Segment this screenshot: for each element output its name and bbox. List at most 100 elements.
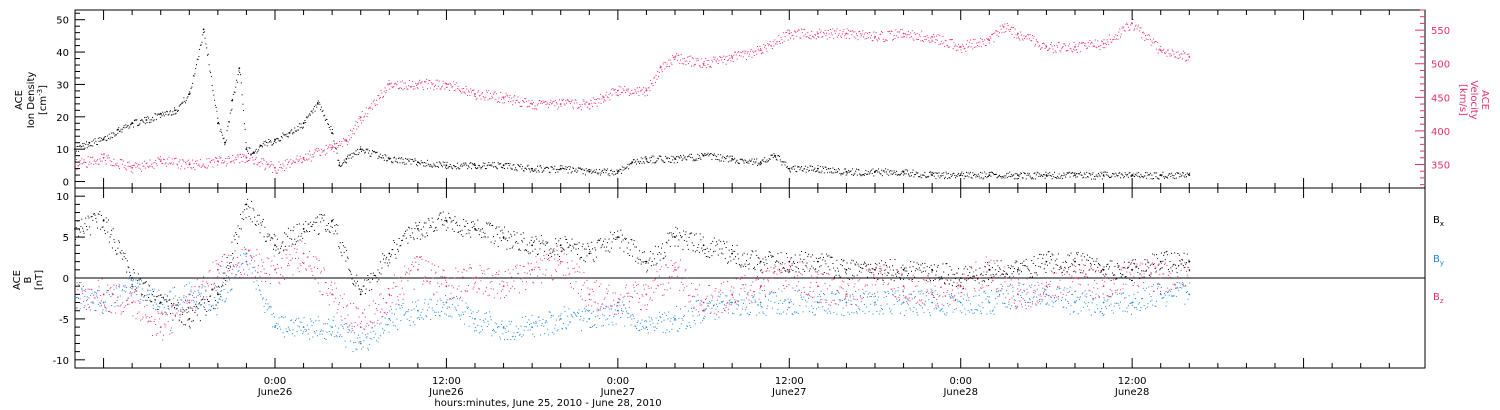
velocity-point xyxy=(968,45,970,47)
by-point xyxy=(1031,284,1033,286)
bz-point xyxy=(283,249,285,251)
by-point xyxy=(284,316,286,318)
by-point xyxy=(300,329,302,331)
by-point xyxy=(1021,297,1022,298)
density-point xyxy=(771,154,773,156)
by-point xyxy=(606,305,608,307)
velocity-point xyxy=(76,169,78,171)
by-point xyxy=(148,293,150,295)
density-point xyxy=(1105,174,1107,176)
density-point xyxy=(688,155,690,157)
density-point xyxy=(967,172,969,174)
bz-point xyxy=(342,307,344,309)
density-point xyxy=(841,173,843,175)
velocity-point xyxy=(808,37,810,39)
by-point xyxy=(262,297,264,299)
by-point xyxy=(281,316,283,318)
bz-point xyxy=(309,251,311,252)
bz-point xyxy=(94,297,96,299)
bz-point xyxy=(254,276,256,278)
velocity-point xyxy=(456,82,458,84)
by-point xyxy=(753,296,755,298)
by-point xyxy=(441,311,443,312)
by-point-anchor xyxy=(759,301,762,304)
by-point xyxy=(628,313,630,315)
by-point xyxy=(270,306,272,308)
density-point xyxy=(122,128,124,130)
velocity-point xyxy=(122,160,124,162)
density-point xyxy=(837,171,839,173)
bz-point xyxy=(88,297,90,299)
velocity-point xyxy=(213,159,215,161)
velocity-point xyxy=(1137,26,1139,28)
bz-point xyxy=(331,289,333,291)
velocity-point xyxy=(287,161,289,163)
velocity-point xyxy=(634,88,636,90)
bz-point xyxy=(158,312,160,314)
density-point xyxy=(109,138,111,140)
velocity-point xyxy=(278,161,280,163)
density-point xyxy=(306,116,307,118)
by-point xyxy=(1054,301,1056,303)
density-point xyxy=(1123,176,1125,178)
velocity-point xyxy=(715,59,717,61)
velocity-point xyxy=(515,102,516,104)
velocity-point xyxy=(1061,48,1063,50)
density-point xyxy=(268,139,270,140)
density-point xyxy=(831,172,833,174)
bz-point xyxy=(176,312,178,314)
by-point xyxy=(374,325,376,327)
by-point xyxy=(449,306,450,308)
density-point xyxy=(636,158,638,160)
velocity-point xyxy=(449,83,451,85)
density-point xyxy=(309,114,311,116)
velocity-point xyxy=(412,88,414,90)
by-point xyxy=(736,300,738,302)
bz-point xyxy=(146,316,148,317)
velocity-point xyxy=(730,60,732,62)
bz-point xyxy=(178,320,180,322)
density-point xyxy=(881,175,883,177)
velocity-point xyxy=(995,30,997,32)
bz-point xyxy=(285,254,287,256)
velocity-point xyxy=(118,166,120,168)
density-point xyxy=(603,168,605,170)
velocity-point xyxy=(1149,38,1151,40)
velocity-point xyxy=(879,33,881,35)
by-point xyxy=(1092,299,1094,301)
density-point xyxy=(1142,176,1143,178)
density-point xyxy=(700,158,702,160)
velocity-point-anchor xyxy=(359,116,362,119)
density-point xyxy=(582,173,584,175)
velocity-point xyxy=(979,41,981,43)
density-point xyxy=(660,155,662,157)
density-point xyxy=(1065,176,1066,178)
bz-point xyxy=(397,299,399,301)
velocity-point xyxy=(459,89,461,91)
density-point xyxy=(351,153,353,154)
velocity-point xyxy=(84,161,86,163)
density-point xyxy=(412,159,414,161)
velocity-point xyxy=(898,31,900,33)
density-point xyxy=(1107,174,1109,176)
velocity-point xyxy=(393,86,395,87)
density-point xyxy=(905,173,907,175)
by-point xyxy=(1032,303,1033,305)
density-point xyxy=(373,151,375,152)
by-point xyxy=(1174,283,1176,285)
bz-point xyxy=(389,295,391,296)
density-point xyxy=(792,166,794,168)
velocity-point xyxy=(251,154,252,156)
density-point xyxy=(639,163,641,164)
velocity-point xyxy=(416,87,418,89)
density-point xyxy=(848,169,850,171)
by-point xyxy=(891,313,893,315)
velocity-point xyxy=(627,90,629,92)
density-point xyxy=(303,121,305,123)
density-point xyxy=(891,170,893,172)
velocity-point xyxy=(472,90,474,92)
by-point xyxy=(648,316,650,318)
bz-point xyxy=(235,264,237,265)
velocity-point xyxy=(984,45,986,46)
density-point xyxy=(530,168,532,170)
